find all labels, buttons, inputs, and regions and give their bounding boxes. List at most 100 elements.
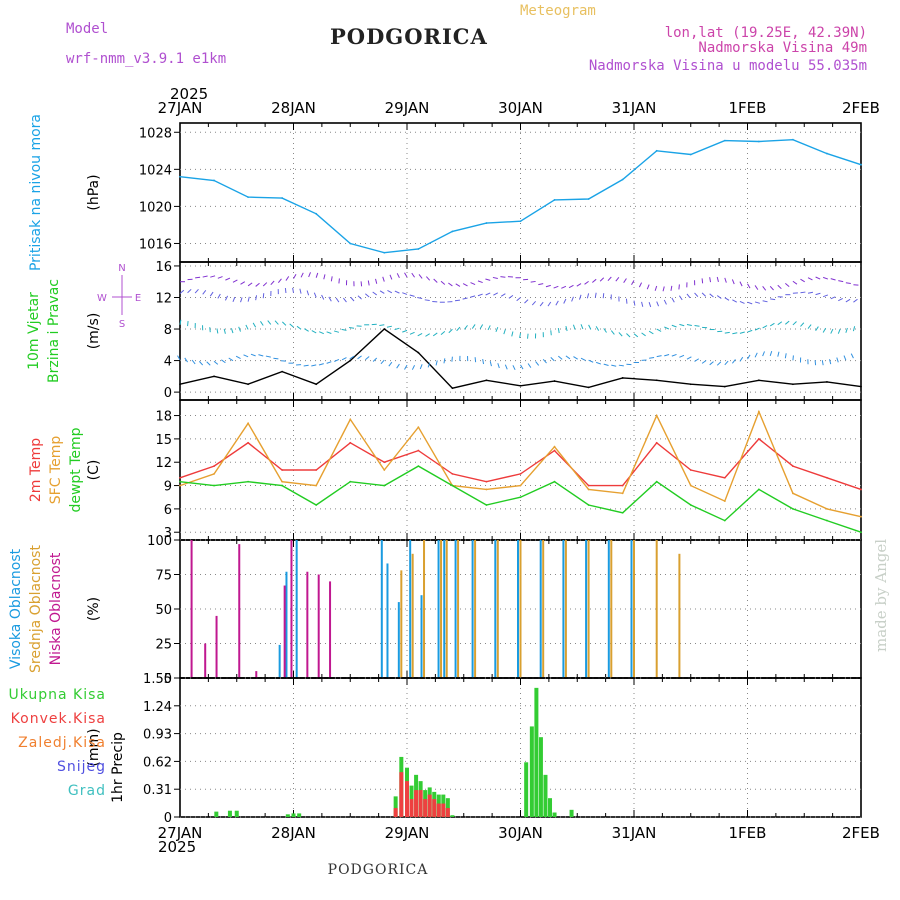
y-tick-label: 0 [164,672,172,687]
wind-arrow [558,355,563,360]
pressure-point [247,196,250,199]
year-label-top: 2025 [170,85,208,103]
wind-arrow [679,323,685,327]
temperature-point [689,469,692,471]
wind-arrow [656,328,662,332]
wind-arrow [845,327,848,333]
clouds-bar [278,644,281,678]
wind-point [655,379,658,382]
wind-arrow [252,322,257,328]
pressure-unit-label: (hPa) [86,174,102,210]
wind-arrow [417,297,423,300]
clouds-bar [238,544,241,678]
y-tick-label: 12 [155,456,172,471]
precip-bar [393,796,398,817]
wind-point [689,383,692,386]
temperature-point [417,426,420,429]
wind-arrow [456,326,461,332]
wind-arrow [686,356,692,360]
wind-arrow [350,296,355,302]
y-tick-label: 12 [155,291,172,306]
date-label-bottom: 1FEB [729,824,767,842]
temperature-point [860,515,862,518]
clouds-bar [380,540,383,678]
wind-arrow [330,276,333,282]
wind-arrow [792,321,797,326]
y-tick-label: 3 [164,526,172,541]
wind-arrow [296,325,302,330]
wind-arrow [454,299,461,302]
wind-arrow [487,325,491,331]
clouds-bar [190,540,193,678]
wind-arrow [402,329,408,333]
y-tick-label: 25 [155,638,172,653]
wind-arrow [500,293,506,297]
bottom-date-axis: 27JAN 28JAN 29JAN 30JAN 31JAN 1FEB 2FEB [158,824,880,842]
temperature-point [587,484,590,487]
precip-bar [227,810,232,817]
wind-arrow [822,276,829,280]
wind-arrow [394,290,400,294]
wind-arrow [206,361,211,366]
wind-arrow [240,281,246,285]
clouds-bar [607,540,610,678]
wind-arrow [678,284,680,290]
wind-arrow [328,296,332,302]
precip-axis-title: 1hr Precip [110,732,126,803]
date-label-top: 28JAN [271,99,316,117]
wind-arrow [732,332,738,335]
wind-arrow [440,280,446,285]
wind-arrow [762,325,768,329]
wind-arrow [440,330,446,335]
compass-letter: N [118,263,125,274]
date-label-bottom: 31JAN [612,824,657,842]
wind-arrow [433,278,438,283]
wind-arrow [217,293,221,299]
clouds-bar [411,553,414,678]
wind-arrow [800,322,805,327]
wind-arrow [308,272,311,278]
wind-point [723,385,726,388]
temperature-point [349,441,352,444]
clouds-axis-title: Srednja Oblacnost [28,545,44,673]
y-tick-label: 4 [164,355,172,370]
wind-arrow [531,300,537,306]
wind-arrow [202,290,207,295]
wind-arrow [260,321,264,326]
date-label-bottom: 28JAN [271,824,316,842]
wind-arrow [631,280,635,286]
precip-bar [441,803,446,817]
precip-bar [436,803,441,817]
pressure-point [621,178,624,181]
wind-arrow [777,321,783,326]
wind-arrow [357,355,362,360]
wind-arrow [411,272,415,278]
wind-arrow [179,319,182,325]
wind-arrow [388,361,393,367]
clouds-axis-title: Visoka Oblacnost [8,548,24,669]
clouds-bar [423,540,426,678]
wind-arrow [769,322,775,327]
wind-arrow [595,361,602,365]
wind-arrow [335,297,340,303]
wind-arrow [311,364,317,367]
wind-arrow [462,297,468,300]
wind-arrow [694,325,700,327]
wind-arrow [477,280,483,284]
wind-point [179,383,181,386]
wind-arrow [425,276,431,281]
temperature-point [315,469,318,471]
clouds-axis-title: Niska Oblacnost [48,552,64,665]
pressure-point [179,175,181,178]
wind-arrow [754,327,760,331]
elevation-label: Nadmorska Visina 49m [698,40,867,56]
wind-arrow [641,332,646,337]
temperature-point [417,449,420,452]
wind-arrow [800,278,805,283]
wind-arrow [379,324,385,326]
pressure-point [689,153,692,156]
wind-point [826,380,828,383]
clouds-bar [445,540,448,678]
wind-arrow [500,276,506,278]
wind-arrow [571,296,574,302]
